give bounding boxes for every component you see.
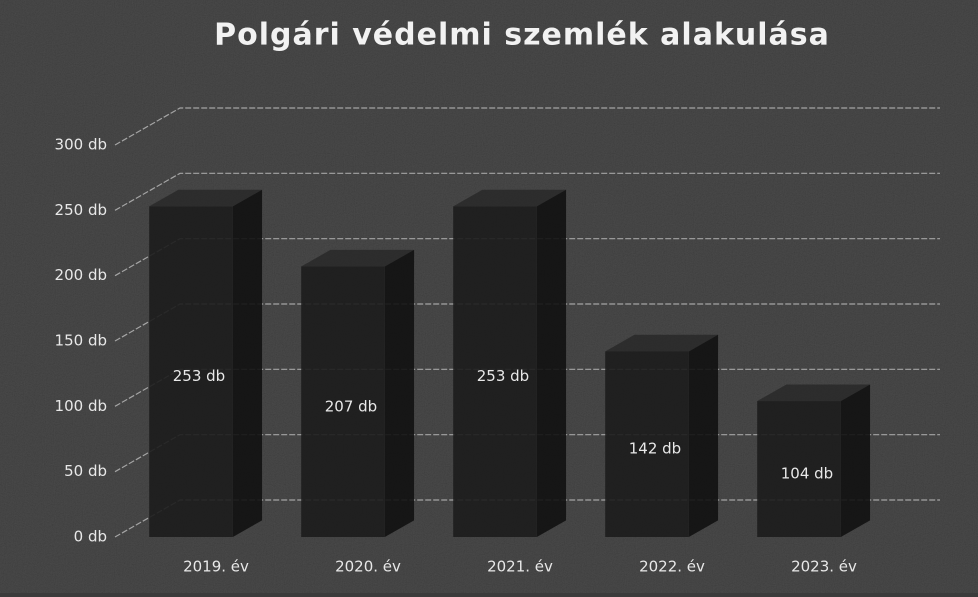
data-label: 253 db — [173, 367, 225, 385]
bar-top — [149, 189, 263, 207]
bar — [757, 401, 841, 537]
bar — [453, 206, 537, 537]
bar — [605, 351, 689, 537]
bar-side — [384, 249, 415, 537]
bar-side — [536, 189, 567, 537]
data-label: 104 db — [781, 465, 833, 483]
chart-title: Polgári védelmi szemlék alakulása — [214, 18, 830, 53]
bar — [149, 206, 233, 537]
grid-line — [114, 172, 940, 211]
bar-top — [605, 334, 719, 352]
y-tick-label: 250 db — [55, 201, 107, 219]
bar-side — [840, 384, 871, 537]
data-label: 207 db — [325, 397, 377, 415]
y-tick-label: 300 db — [55, 136, 107, 154]
bar-side — [232, 189, 263, 537]
bar — [301, 266, 385, 537]
x-tick-label: 2023. év — [791, 558, 857, 576]
bar-top — [757, 384, 871, 402]
grid-line — [114, 107, 940, 146]
y-tick-label: 0 db — [74, 528, 107, 546]
y-tick-label: 200 db — [55, 266, 107, 284]
x-tick-label: 2021. év — [487, 558, 553, 576]
y-tick-label: 100 db — [55, 397, 107, 415]
bar-top — [453, 189, 567, 207]
data-label: 142 db — [629, 440, 681, 458]
x-tick-label: 2020. év — [335, 558, 401, 576]
y-tick-label: 50 db — [64, 462, 107, 480]
bar-side — [688, 334, 719, 537]
data-label: 253 db — [477, 367, 529, 385]
x-tick-label: 2022. év — [639, 558, 705, 576]
y-tick-label: 150 db — [55, 332, 107, 350]
bar-top — [301, 249, 415, 267]
x-tick-label: 2019. év — [183, 558, 249, 576]
